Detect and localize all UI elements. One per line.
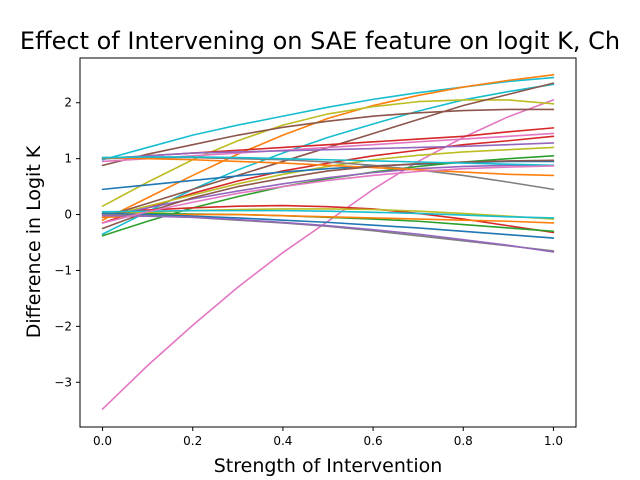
x-tick-label: 0.4 — [273, 434, 292, 448]
series-line-28 — [101, 165, 555, 224]
y-axis-ticks: −3 −2 −1 0 1 2 — [54, 96, 80, 389]
y-axis-label: Difference in Logit K — [23, 145, 45, 338]
series-line-27 — [101, 214, 555, 253]
series-line-6 — [101, 108, 555, 167]
y-tick-label: −1 — [54, 263, 72, 277]
series-layer — [101, 73, 555, 410]
y-tick-label: 0 — [64, 208, 72, 222]
chart-title: Effect of Intervening on SAE feature on … — [20, 27, 620, 55]
x-axis-label: Strength of Intervention — [214, 455, 443, 477]
plot-frame — [79, 57, 577, 428]
series-line-19 — [101, 156, 555, 167]
x-tick-label: 0.0 — [93, 434, 112, 448]
y-tick-label: 1 — [64, 152, 72, 166]
series-line-1 — [101, 99, 555, 410]
x-axis-ticks: 0.0 0.2 0.4 0.6 0.8 1.0 — [93, 427, 563, 448]
x-tick-label: 1.0 — [544, 434, 563, 448]
y-tick-label: −2 — [54, 319, 72, 333]
series-line-18 — [101, 159, 555, 230]
series-line-3 — [101, 73, 555, 221]
x-tick-label: 0.8 — [454, 434, 473, 448]
x-tick-label: 0.6 — [364, 434, 383, 448]
series-line-25 — [101, 212, 555, 239]
series-line-4 — [101, 83, 555, 235]
series-line-11 — [101, 142, 555, 160]
x-tick-label: 0.2 — [183, 434, 202, 448]
series-line-5 — [101, 99, 555, 207]
y-tick-label: 2 — [64, 96, 72, 110]
series-line-17 — [101, 156, 555, 177]
series-line-24 — [101, 209, 555, 219]
series-line-12 — [101, 146, 555, 219]
y-tick-label: −3 — [54, 375, 72, 389]
